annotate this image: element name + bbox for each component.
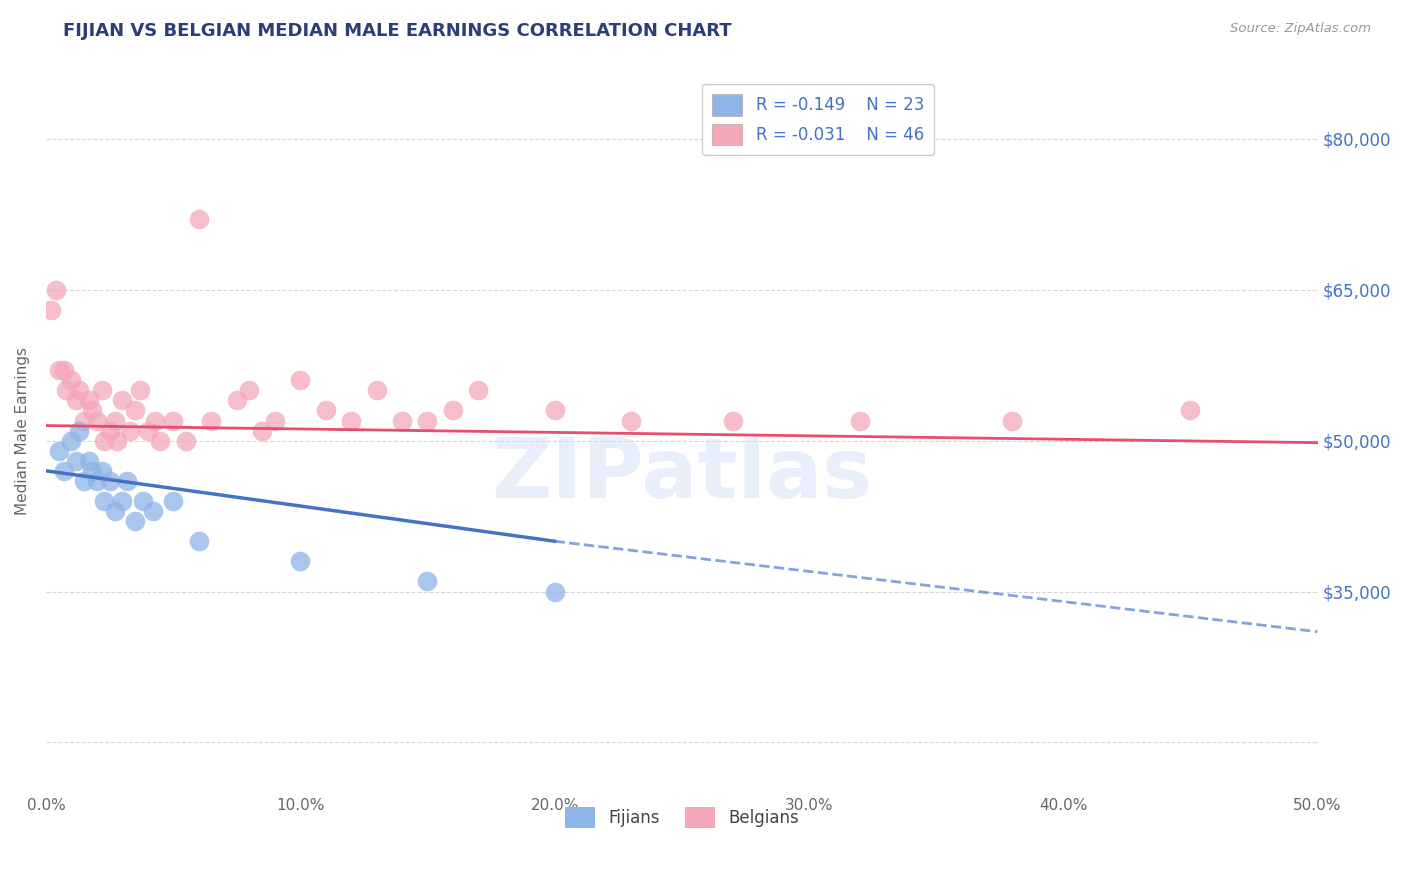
Point: [48, 363, 70, 377]
Point: [129, 384, 152, 398]
Point: [111, 393, 134, 408]
Point: [174, 434, 197, 448]
Point: [67, 424, 90, 438]
Point: [80, 403, 103, 417]
Point: [467, 384, 489, 398]
Point: [67, 384, 90, 398]
Point: [136, 424, 159, 438]
Point: [225, 393, 247, 408]
Point: [86, 413, 108, 427]
Point: [238, 384, 260, 398]
Point: [391, 413, 413, 427]
Point: [73, 413, 96, 427]
Point: [93, 434, 115, 448]
Point: [1180, 403, 1202, 417]
Point: [142, 504, 165, 518]
Point: [340, 413, 363, 427]
Point: [77, 454, 100, 468]
Point: [39, 302, 62, 317]
Point: [416, 413, 439, 427]
Point: [98, 424, 121, 438]
Point: [543, 584, 565, 599]
Point: [366, 384, 388, 398]
Point: [90, 384, 112, 398]
Point: [65, 393, 87, 408]
Point: [117, 474, 139, 488]
Point: [162, 413, 184, 427]
Text: Source: ZipAtlas.com: Source: ZipAtlas.com: [1230, 22, 1371, 36]
Point: [93, 494, 115, 508]
Legend: Fijians, Belgians: Fijians, Belgians: [558, 800, 806, 835]
Point: [250, 424, 273, 438]
Point: [187, 534, 209, 549]
Point: [131, 494, 153, 508]
Text: FIJIAN VS BELGIAN MEDIAN MALE EARNINGS CORRELATION CHART: FIJIAN VS BELGIAN MEDIAN MALE EARNINGS C…: [63, 22, 733, 40]
Point: [105, 434, 128, 448]
Point: [149, 434, 172, 448]
Point: [65, 454, 87, 468]
Point: [162, 494, 184, 508]
Point: [263, 413, 285, 427]
Y-axis label: Median Male Earnings: Median Male Earnings: [15, 347, 30, 515]
Point: [52, 363, 75, 377]
Point: [290, 373, 312, 387]
Point: [290, 554, 312, 568]
Point: [80, 464, 103, 478]
Point: [55, 384, 77, 398]
Point: [77, 393, 100, 408]
Point: [416, 574, 439, 589]
Point: [124, 403, 146, 417]
Point: [143, 413, 166, 427]
Point: [124, 514, 146, 528]
Point: [1001, 413, 1024, 427]
Point: [620, 413, 643, 427]
Point: [73, 474, 96, 488]
Point: [60, 434, 83, 448]
Point: [98, 474, 121, 488]
Point: [118, 424, 141, 438]
Point: [60, 373, 83, 387]
Point: [111, 494, 134, 508]
Point: [187, 212, 209, 227]
Point: [104, 413, 127, 427]
Point: [200, 413, 222, 427]
Point: [48, 443, 70, 458]
Point: [104, 504, 127, 518]
Point: [90, 464, 112, 478]
Point: [543, 403, 565, 417]
Point: [721, 413, 744, 427]
Text: ZIPatlas: ZIPatlas: [491, 434, 872, 515]
Point: [52, 464, 75, 478]
Point: [848, 413, 870, 427]
Point: [86, 474, 108, 488]
Point: [45, 283, 67, 297]
Point: [315, 403, 337, 417]
Point: [441, 403, 464, 417]
